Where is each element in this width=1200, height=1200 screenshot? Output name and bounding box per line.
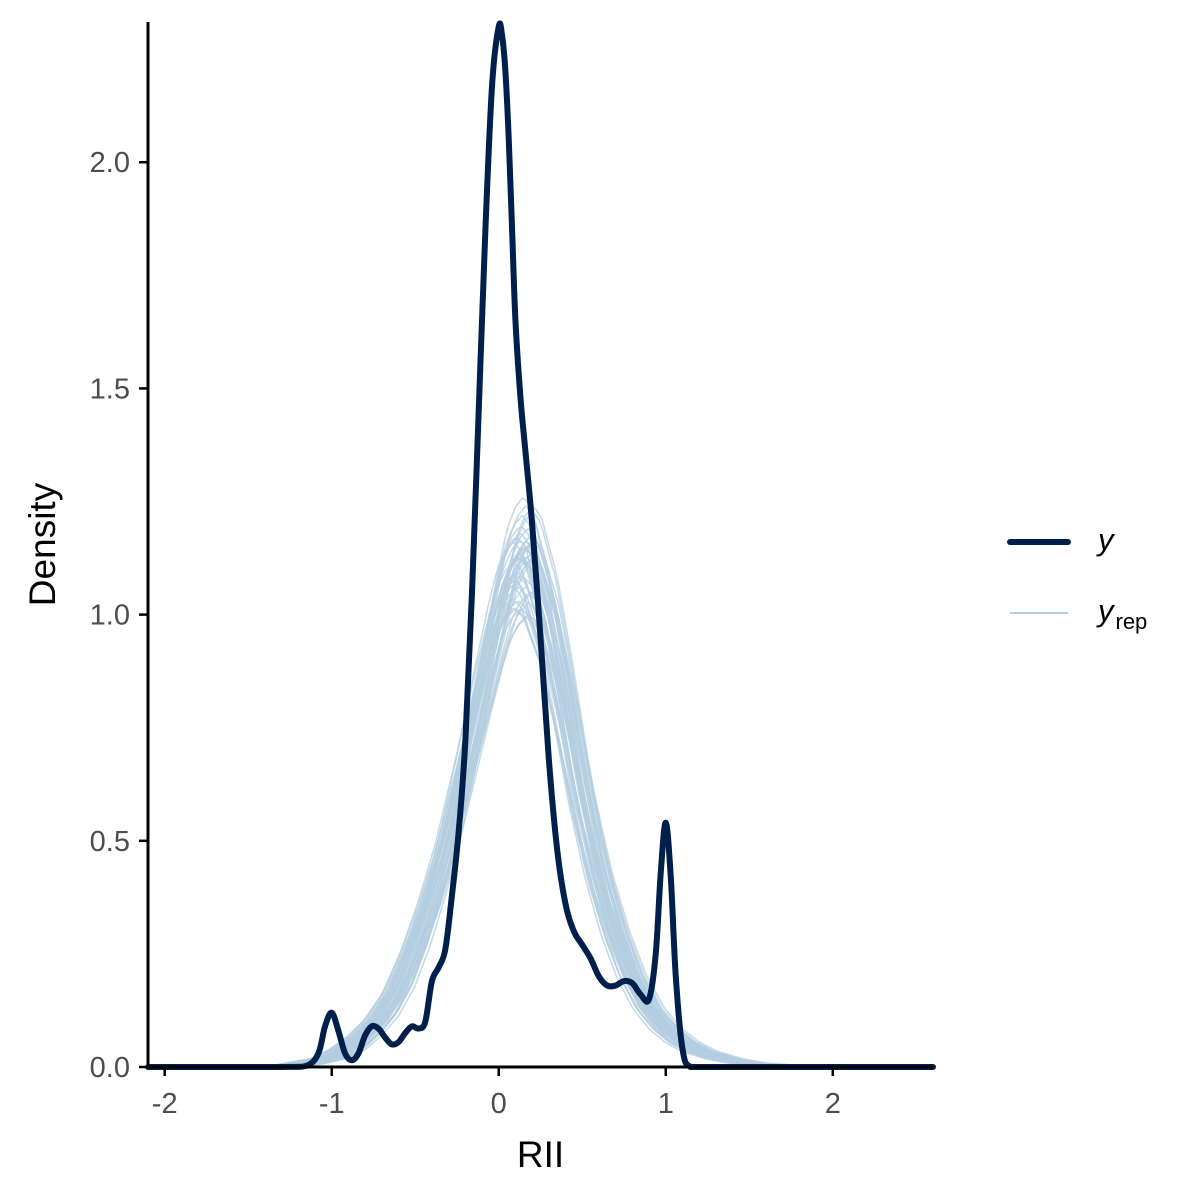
x-tick-label: 0 [491, 1088, 507, 1120]
legend-yrep-label: yrep [1096, 593, 1147, 634]
y-tick-label: 0.0 [90, 1052, 130, 1084]
x-tick-label: 2 [825, 1088, 841, 1120]
legend-yrep-subscript: rep [1116, 609, 1148, 634]
x-axis-title: RII [517, 1134, 564, 1175]
y-series [145, 20, 936, 1071]
y-line [145, 20, 936, 1071]
y-axis-ticks: 0.0 0.5 1.0 1.5 2.0 [90, 147, 148, 1084]
x-tick-label: 1 [658, 1088, 674, 1120]
legend: y yrep [1007, 522, 1147, 634]
legend-y-label: y [1096, 522, 1116, 557]
y-tick-label: 1.5 [90, 373, 130, 405]
x-tick-label: -1 [319, 1088, 345, 1120]
x-tick-label: -2 [152, 1088, 178, 1120]
yrep-line [147, 614, 933, 1068]
y-tick-label: 2.0 [90, 147, 130, 179]
y-tick-label: 0.5 [90, 826, 130, 858]
x-axis-ticks: -2 -1 0 1 2 [152, 1067, 841, 1120]
yrep-series [147, 497, 933, 1068]
yrep-line [147, 617, 933, 1068]
y-tick-label: 1.0 [90, 600, 130, 632]
y-axis-title: Density [22, 482, 63, 606]
